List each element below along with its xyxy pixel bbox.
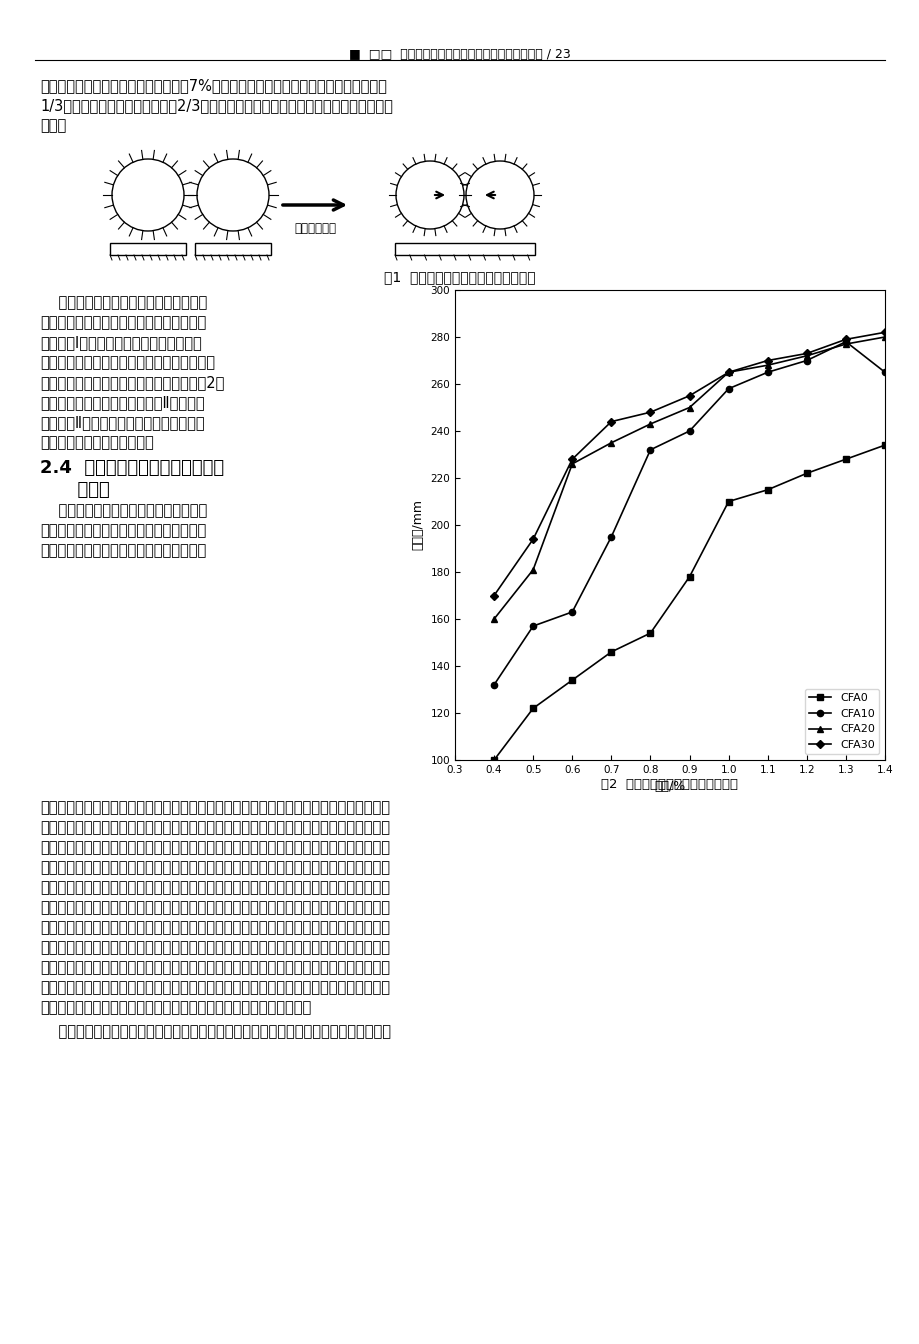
- CFA0: [684, 569, 695, 585]
- Text: 酸系减水剂与其他类型的减水剂复合后性能有时会下降。例如，聚缧酸系减水剂与萸系减水: 酸系减水剂与其他类型的减水剂复合后性能有时会下降。例如，聚缧酸系减水剂与萸系减水: [40, 840, 390, 855]
- Line: CFA10: CFA10: [491, 339, 887, 688]
- CFA20: [644, 415, 655, 431]
- Text: 达到相同流动度时的聚缧酸系减水剂的用量，: 达到相同流动度时的聚缧酸系减水剂的用量，: [40, 355, 215, 370]
- CFA20: [684, 399, 695, 415]
- CFA30: [722, 364, 733, 380]
- Legend: CFA0, CFA10, CFA20, CFA30: CFA0, CFA10, CFA20, CFA30: [804, 689, 879, 754]
- CFA30: [761, 352, 772, 368]
- Text: 图1  黏土对聚缧酸系减水剂的影响机理: 图1 黏土对聚缧酸系减水剂的影响机理: [384, 270, 535, 284]
- CFA0: [488, 751, 499, 767]
- Text: 聚缧酸系减水剂与几种常见的减水剂复配使用后，要么出现沉淠现象，要么导致混凝土用水: 聚缧酸系减水剂与几种常见的减水剂复配使用后，要么出现沉淠现象，要么导致混凝土用水: [40, 939, 390, 956]
- CFA10: [879, 364, 890, 380]
- Text: 优势。: 优势。: [40, 118, 66, 133]
- CFA0: [566, 672, 577, 688]
- CFA10: [644, 442, 655, 458]
- CFA10: [528, 618, 539, 634]
- Text: 性的聚缧酸系减水剂的用量。: 性的聚缧酸系减水剂的用量。: [40, 435, 153, 450]
- Text: 总体而言，聚缧酸系减水剂与其他外加: 总体而言，聚缧酸系减水剂与其他外加: [40, 503, 207, 517]
- Text: 示。但是，很多试验结果表明，Ⅱ级粉煮灰: 示。但是，很多试验结果表明，Ⅱ级粉煮灰: [40, 395, 204, 410]
- Bar: [110, 243, 186, 255]
- CFA30: [644, 405, 655, 421]
- Text: 剂的相容性比传统的萸系减水剂差，所以聚: 剂的相容性比传统的萸系减水剂差，所以聚: [40, 523, 206, 538]
- Text: 2.4  聚缧酸系减水剂与其他组分复: 2.4 聚缧酸系减水剂与其他组分复: [40, 460, 224, 477]
- CFA10: [606, 528, 617, 544]
- Text: 剂与木质素类减水剂具有复合使用的可能性，但是还缺少系统的研究工作。孙振平等也发现: 剂与木质素类减水剂具有复合使用的可能性，但是还缺少系统的研究工作。孙振平等也发现: [40, 921, 390, 935]
- CFA20: [761, 358, 772, 374]
- Text: 蒙脱石英黏土: 蒙脱石英黏土: [294, 222, 335, 235]
- CFA0: [879, 437, 890, 453]
- CFA0: [800, 465, 811, 481]
- Text: 量分数。Ⅰ级粉煮灰替代水泥后，能够减少: 量分数。Ⅰ级粉煮灰替代水泥后，能够减少: [40, 335, 201, 349]
- CFA10: [722, 380, 733, 396]
- CFA30: [606, 414, 617, 430]
- CFA0: [839, 452, 850, 468]
- CFA20: [566, 456, 577, 472]
- Text: 降低聚缧酸系减水剂的饱和点和据量，如图2所: 降低聚缧酸系减水剂的饱和点和据量，如图2所: [40, 375, 224, 390]
- CFA30: [528, 531, 539, 547]
- CFA10: [761, 364, 772, 380]
- Text: 图2  不同粉煮灰据量对流动度的影响: 图2 不同粉煮灰据量对流动度的影响: [601, 778, 738, 792]
- CFA0: [644, 625, 655, 641]
- Y-axis label: 流动度/mm: 流动度/mm: [412, 500, 425, 551]
- CFA20: [606, 434, 617, 450]
- CFA20: [879, 329, 890, 345]
- CFA10: [684, 423, 695, 439]
- Text: 选择性。萸系减水剂可以与木质素磺酸盐类减水剂、氨基磺酸盐类减水剂、脂肪族磺酸盐减: 选择性。萸系减水剂可以与木质素磺酸盐类减水剂、氨基磺酸盐类减水剂、脂肪族磺酸盐减: [40, 800, 390, 814]
- CFA0: [722, 493, 733, 509]
- CFA20: [722, 364, 733, 380]
- Bar: [195, 243, 271, 255]
- Text: 1/3，是纯聚缧酸系减水剂用量的2/3，提高了聚缧酸系减水剂在土木工程中的应用竞争: 1/3，是纯聚缧酸系减水剂用量的2/3，提高了聚缧酸系减水剂在土木工程中的应用竞…: [40, 98, 392, 113]
- CFA0: [761, 481, 772, 497]
- CFA0: [528, 700, 539, 716]
- Line: CFA0: CFA0: [491, 442, 887, 763]
- CFA0: [606, 644, 617, 660]
- CFA30: [488, 587, 499, 603]
- Text: 即只有在某一比例范围内两种复合具有相互协同效应，不能任意比例地复合。聚缧酸系减水: 即只有在某一比例范围内两种复合具有相互协同效应，不能任意比例地复合。聚缧酸系减水: [40, 900, 390, 915]
- Text: 胺系减水剂复合使用；聚缧酸系减水剂与脂肪族磺酸盐减水剂似乎可以有条件地复合使用，: 胺系减水剂复合使用；聚缧酸系减水剂与脂肪族磺酸盐减水剂似乎可以有条件地复合使用，: [40, 880, 390, 895]
- Text: 决于粉煮灰的质量，尤其是粉煮灰中的碳质: 决于粉煮灰的质量，尤其是粉煮灰中的碳质: [40, 314, 206, 331]
- Line: CFA20: CFA20: [491, 333, 887, 622]
- Text: 剂几乎不能相容，两种复合后性能都下降，聚缧酸系减水剂也不宜与氨基磺酸盐减水剂、密: 剂几乎不能相容，两种复合后性能都下降，聚缧酸系减水剂也不宜与氨基磺酸盐减水剂、密: [40, 860, 390, 875]
- Text: 或者不足Ⅱ级的粉煮灰会增大达到相同流动: 或者不足Ⅱ级的粉煮灰会增大达到相同流动: [40, 415, 204, 430]
- CFA20: [800, 348, 811, 364]
- CFA20: [528, 562, 539, 578]
- Text: 配问题: 配问题: [40, 481, 109, 499]
- Text: 缧酸系减水剂与其他组分复配时具有较强的: 缧酸系减水剂与其他组分复配时具有较强的: [40, 543, 206, 558]
- Bar: [394, 243, 535, 255]
- CFA20: [488, 612, 499, 628]
- Text: 粉煮灰对聚缧酸系减水剂性能的影响取: 粉煮灰对聚缧酸系减水剂性能的影响取: [40, 294, 207, 310]
- X-axis label: 据量/%: 据量/%: [653, 781, 685, 793]
- CFA20: [839, 336, 850, 352]
- CFA10: [800, 352, 811, 368]
- CFA30: [566, 452, 577, 468]
- Line: CFA30: CFA30: [491, 329, 887, 598]
- Text: 通过掘加复合组分，在沙子含泥量高达7%时，复合聚缧酸系减水剂用量是萸系减水剂的: 通过掘加复合组分，在沙子含泥量高达7%时，复合聚缧酸系减水剂用量是萸系减水剂的: [40, 78, 387, 93]
- CFA10: [566, 603, 577, 620]
- Text: 系减水剂不能复合使用的机理尚不清楚，也没有良好的解决措施。但是，最近也有聚缧酸系: 系减水剂不能复合使用的机理尚不清楚，也没有良好的解决措施。但是，最近也有聚缧酸系: [40, 980, 390, 995]
- CFA30: [839, 331, 850, 347]
- CFA10: [839, 333, 850, 349]
- Text: 减水剂与萸系、氨基磺酸盐、脂肪族等减水剂复合后性能改善的报道。: 减水剂与萸系、氨基磺酸盐、脂肪族等减水剂复合后性能改善的报道。: [40, 1000, 311, 1015]
- Text: 聚缧酸系减水剂与缓凝剂复配，一般可以提高减水率，但是并不能保证改善水泥浆体的: 聚缧酸系减水剂与缓凝剂复配，一般可以提高减水率，但是并不能保证改善水泥浆体的: [40, 1024, 391, 1039]
- CFA10: [488, 677, 499, 694]
- CFA30: [800, 345, 811, 362]
- Text: ■  □□  聚缧酸系减水剂面临的问题与系列化发展趋 / 23: ■ □□ 聚缧酸系减水剂面临的问题与系列化发展趋 / 23: [348, 48, 571, 60]
- Text: 量异常增加，要么引起混凝土坍落度损失加速。聚缧酸系减水剂与萸系、氨基磺酸盐和密胺: 量异常增加，要么引起混凝土坍落度损失加速。聚缧酸系减水剂与萸系、氨基磺酸盐和密胺: [40, 960, 390, 974]
- Text: 水剂、缓凝剂、引气剂等各种减水剂复合使用，复合后某些性能得到改善或提高，但是聚缧: 水剂、缓凝剂、引气剂等各种减水剂复合使用，复合后某些性能得到改善或提高，但是聚缧: [40, 820, 390, 835]
- CFA30: [684, 387, 695, 403]
- CFA30: [879, 324, 890, 340]
